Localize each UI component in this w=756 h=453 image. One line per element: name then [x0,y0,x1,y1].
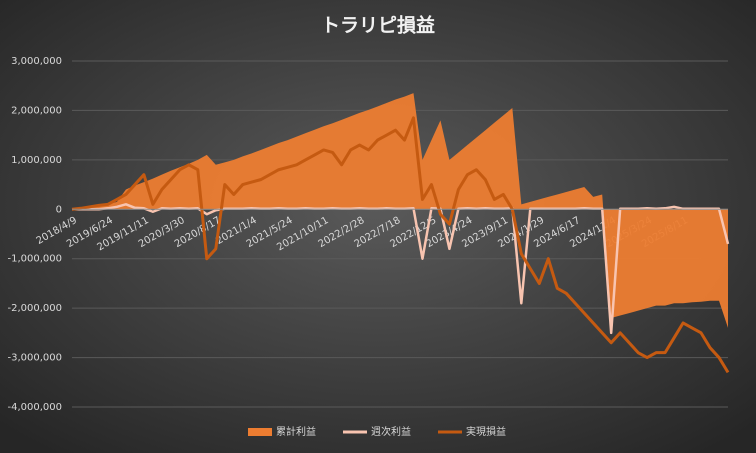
legend-label: 実現損益 [466,425,506,438]
y-tick-label: -1,000,000 [7,254,62,265]
area [72,93,728,328]
y-tick-label: 2,000,000 [11,105,62,116]
y-tick-label: 0 [56,204,62,215]
legend-label: 週次利益 [371,425,411,438]
legend-swatch [248,428,272,436]
y-tick-label: 1,000,000 [11,155,62,166]
line [71,116,730,374]
y-tick-label: -2,000,000 [7,303,62,314]
chart-title: トラリピ損益 [321,14,435,37]
y-tick-label: -3,000,000 [7,353,62,364]
y-tick-label: -4,000,000 [7,402,62,413]
legend-label: 累計利益 [276,425,316,438]
y-tick-label: 3,000,000 [11,56,62,67]
